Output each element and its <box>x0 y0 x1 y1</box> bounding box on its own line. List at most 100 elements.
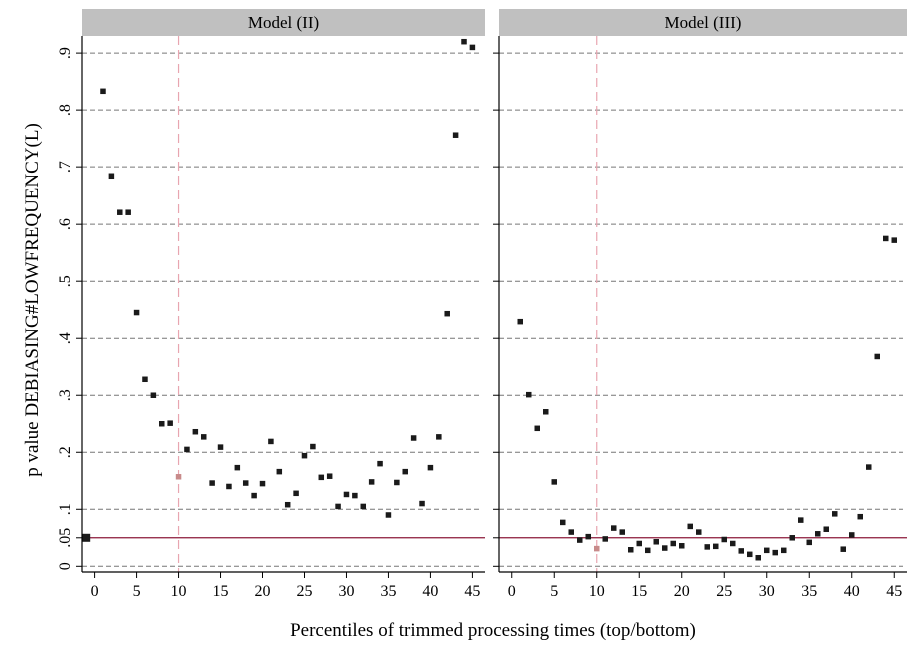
data-point <box>100 88 106 95</box>
data-point <box>577 537 583 543</box>
data-point <box>866 464 872 470</box>
data-point <box>326 473 333 479</box>
y-tick-label: .9 <box>57 47 74 59</box>
data-point <box>427 464 434 471</box>
data-point <box>394 479 400 486</box>
x-tick-label: 45 <box>886 583 902 600</box>
data-point <box>251 492 257 499</box>
data-point <box>798 517 804 523</box>
data-point <box>832 511 838 517</box>
baseline-point <box>82 533 91 542</box>
data-point <box>200 434 207 440</box>
y-tick-label: .3 <box>57 389 74 401</box>
y-tick-label: .8 <box>57 104 74 116</box>
panel-title: Model (II) <box>248 13 319 32</box>
gridlines <box>82 52 481 567</box>
data-point <box>526 391 532 398</box>
data-point <box>268 438 274 445</box>
data-point <box>368 479 375 485</box>
data-point <box>167 420 173 426</box>
data-point <box>645 547 651 554</box>
x-tick-label: 10 <box>171 583 187 600</box>
reference-lines <box>82 36 485 572</box>
panel-model-ii: Model (II) 0 5 10 15 20 25 30 35 40 45 0 .05 .1 .2 .3.… <box>57 9 485 600</box>
data-point <box>823 526 829 532</box>
data-point <box>217 444 224 450</box>
axes: 0 5 10 15 20 25 30 35 40 45 <box>493 36 907 600</box>
data-point <box>184 446 190 453</box>
data-point <box>747 551 753 558</box>
data-point <box>117 209 123 215</box>
data-point <box>276 468 283 475</box>
data-point <box>687 523 693 530</box>
data-point <box>636 540 642 547</box>
data-point <box>815 531 821 537</box>
x-tick-label: 45 <box>464 583 480 600</box>
data-point <box>410 435 417 441</box>
data-point <box>335 503 341 510</box>
data-point <box>159 420 165 427</box>
data-point <box>142 376 148 383</box>
data-point <box>738 548 744 554</box>
data-point <box>755 554 761 561</box>
data-point <box>318 474 325 481</box>
data-point <box>789 535 795 541</box>
y-tick-label: .1 <box>57 503 74 515</box>
data-point <box>585 533 591 540</box>
y-tick-label: .6 <box>57 218 74 230</box>
data-point <box>611 525 617 531</box>
data-point <box>385 512 392 518</box>
axes: 0 5 10 15 20 25 30 35 40 45 0 .05 .1 .2 .3 .4 .5 .6 .7 .8 .9 <box>57 36 485 600</box>
data-point <box>721 536 727 543</box>
y-tick-label: .7 <box>57 161 74 173</box>
x-tick-label: 35 <box>380 583 396 600</box>
x-tick-label: 0 <box>91 583 99 600</box>
x-tick-label: 30 <box>759 583 775 600</box>
data-point <box>560 519 566 526</box>
data-point <box>377 460 383 467</box>
gridlines <box>499 52 903 567</box>
x-tick-label: 0 <box>508 583 516 600</box>
data-point <box>551 479 557 485</box>
data-point <box>469 44 476 51</box>
x-tick-label: 35 <box>801 583 817 600</box>
x-tick-label: 20 <box>255 583 271 600</box>
highlight-point <box>175 474 182 480</box>
data-point <box>517 318 523 325</box>
data-point <box>242 480 249 486</box>
y-tick-label: .05 <box>57 528 74 548</box>
x-axis-label: Percentiles of trimmed processing times … <box>290 620 696 641</box>
data-point <box>628 547 634 553</box>
data-point <box>461 38 467 45</box>
data-point <box>662 545 668 551</box>
panel-strip <box>82 9 485 36</box>
data-point <box>874 353 880 360</box>
y-tick-label: .5 <box>57 275 74 287</box>
y-tick-label: .4 <box>57 332 74 344</box>
y-axis-label: p value DEBIASING#LOWFREQUENCY(L) <box>22 123 43 477</box>
x-tick-label: 30 <box>338 583 354 600</box>
data-point <box>360 503 367 510</box>
data-point <box>772 549 778 556</box>
data-point <box>125 209 131 215</box>
x-tick-label: 10 <box>589 583 605 600</box>
y-tick-label: .2 <box>57 446 74 458</box>
data-point <box>602 536 608 542</box>
x-tick-label: 5 <box>133 583 141 600</box>
data-points <box>517 235 897 561</box>
data-point <box>781 547 787 554</box>
x-tick-label: 20 <box>674 583 690 600</box>
x-tick-label: 15 <box>631 583 647 600</box>
data-points <box>82 38 476 542</box>
data-point <box>764 547 770 554</box>
data-point <box>891 237 897 243</box>
panel-strip <box>499 9 907 36</box>
data-point <box>679 543 685 549</box>
data-point <box>301 452 308 459</box>
y-tick-label: 0 <box>57 562 74 570</box>
x-tick-label: 25 <box>716 583 732 600</box>
data-point <box>209 480 215 486</box>
data-point <box>543 409 549 415</box>
highlight-point <box>594 545 600 552</box>
